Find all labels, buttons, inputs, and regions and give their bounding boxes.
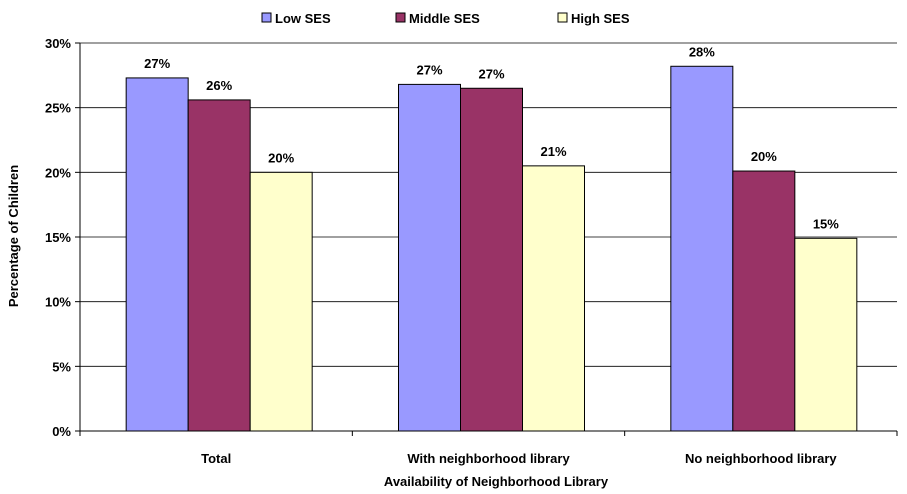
bar-high-ses-with-neighborhood-library: [522, 165, 585, 432]
bar-low-ses-with-neighborhood-library: [398, 83, 461, 432]
y-axis-title: Percentage of Children: [6, 165, 21, 307]
legend-swatch-high-ses: [557, 12, 568, 23]
legend-label-middle-ses: Middle SES: [409, 11, 480, 26]
x-tick-label: No neighborhood library: [685, 451, 837, 466]
data-label: 28%: [689, 44, 715, 59]
bar-low-ses-no-neighborhood-library: [670, 65, 734, 432]
bar-middle-ses-no-neighborhood-library: [732, 170, 796, 432]
legend-label-high-ses: High SES: [571, 11, 630, 26]
bar-middle-ses-total: [187, 99, 251, 432]
y-tick-label: 20%: [45, 165, 71, 180]
y-tick-label: 25%: [45, 101, 71, 116]
y-tick-label: 5%: [52, 359, 71, 374]
legend-swatch-low-ses: [261, 12, 272, 23]
y-tick-label: 30%: [45, 36, 71, 51]
x-tick-label: With neighborhood library: [407, 451, 570, 466]
bars: 27% 26% 20% 27% 27% 21% 28% 20% 15%: [125, 44, 858, 432]
data-label: 27%: [416, 62, 442, 77]
axes: 0% 5% 10% 15% 20% 25% 30% Total With neighborhoo…: [45, 36, 898, 466]
x-axis-title: Availability of Neighborhood Library: [384, 474, 609, 489]
y-tick-label: 0%: [52, 424, 71, 439]
data-label: 20%: [751, 149, 777, 164]
data-label: 26%: [206, 78, 232, 93]
data-label: 15%: [813, 216, 839, 231]
data-label: 21%: [540, 144, 566, 159]
y-tick-label: 15%: [45, 230, 71, 245]
bar-high-ses-no-neighborhood-library: [794, 237, 858, 432]
bar-high-ses-total: [249, 171, 313, 432]
legend-swatch-middle-ses: [395, 12, 406, 23]
y-tick-label: 10%: [45, 295, 71, 310]
data-label: 27%: [478, 66, 504, 81]
legend-label-low-ses: Low SES: [275, 11, 331, 26]
legend: Low SES Middle SES High SES: [261, 11, 630, 26]
data-label: 20%: [268, 150, 294, 165]
bar-low-ses-total: [125, 77, 189, 432]
bar-middle-ses-with-neighborhood-library: [460, 87, 523, 432]
x-tick-label: Total: [201, 451, 231, 466]
data-label: 27%: [144, 56, 170, 71]
